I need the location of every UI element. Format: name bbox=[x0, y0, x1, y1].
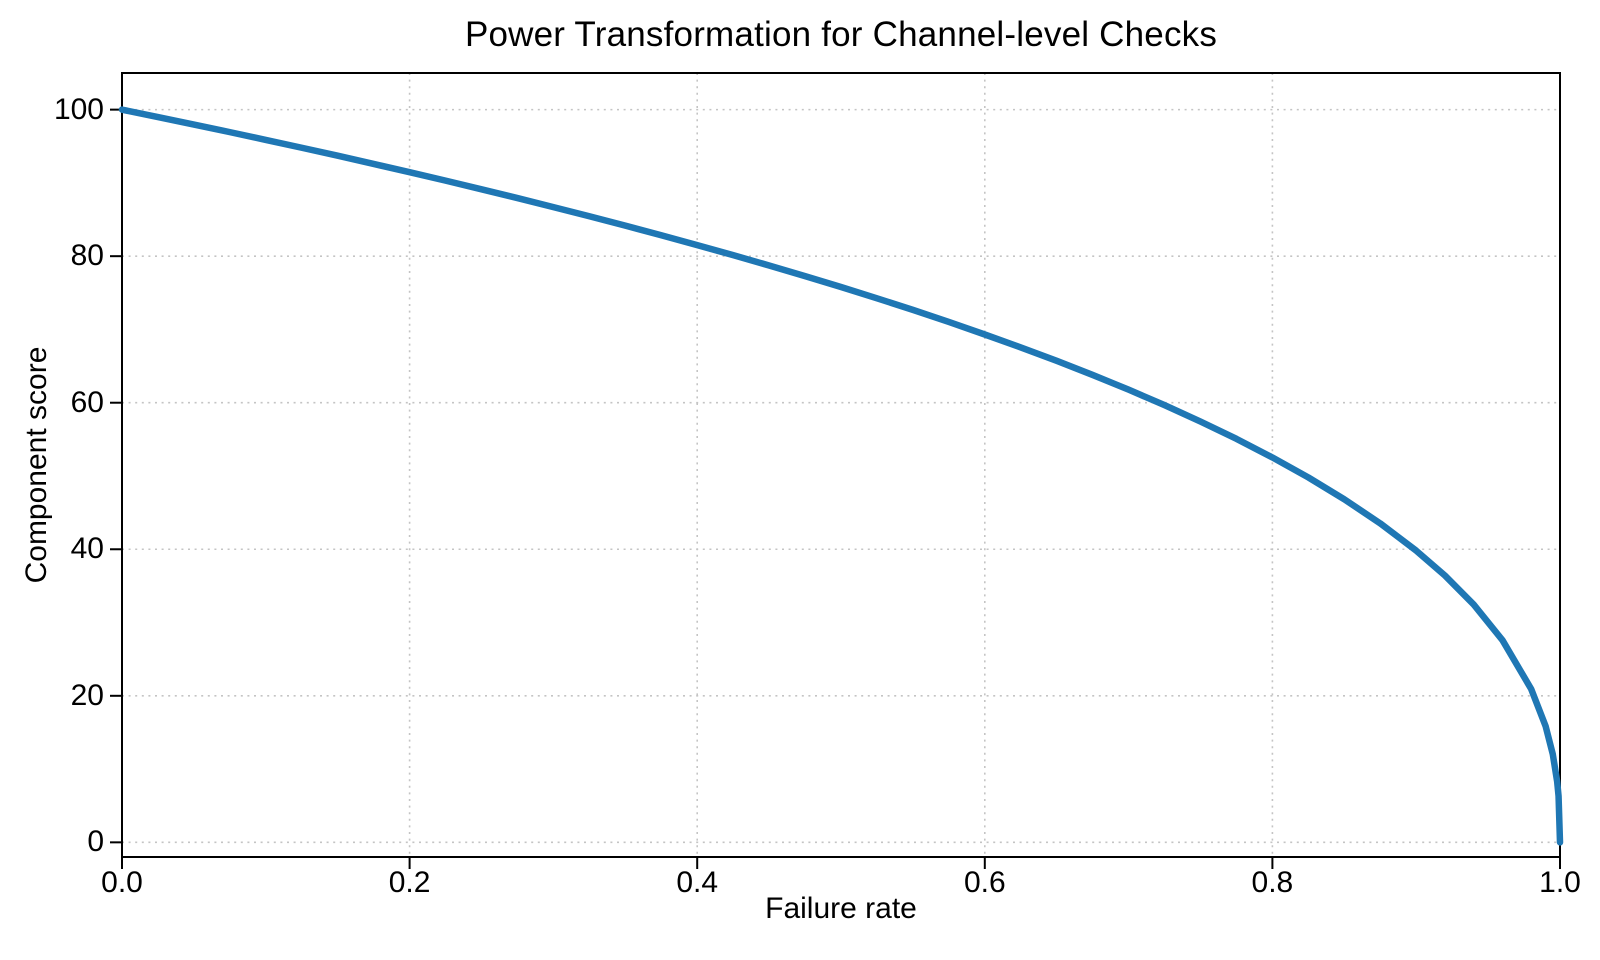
x-tick-label: 0.2 bbox=[388, 866, 431, 899]
y-tick-label: 80 bbox=[70, 239, 104, 273]
y-axis-label: Component score bbox=[20, 346, 53, 584]
y-tick-label: 100 bbox=[53, 92, 104, 126]
y-tick-label: 40 bbox=[70, 532, 104, 566]
x-tick-label: 0.6 bbox=[963, 866, 1006, 899]
x-tick-label: 0.8 bbox=[1251, 866, 1294, 899]
x-tick-label: 0.4 bbox=[676, 866, 719, 899]
y-tick-label: 60 bbox=[70, 385, 104, 419]
chart-title: Power Transformation for Channel-level C… bbox=[464, 15, 1218, 54]
axes-frame bbox=[121, 72, 1561, 858]
data-line bbox=[118, 106, 1564, 846]
x-tick-label: 0.0 bbox=[101, 866, 143, 899]
y-tick-label: 0 bbox=[87, 825, 104, 859]
y-tick-label: 20 bbox=[70, 678, 104, 712]
x-tick-label: 1.0 bbox=[1539, 866, 1581, 899]
x-axis-label: Failure rate bbox=[765, 892, 917, 925]
